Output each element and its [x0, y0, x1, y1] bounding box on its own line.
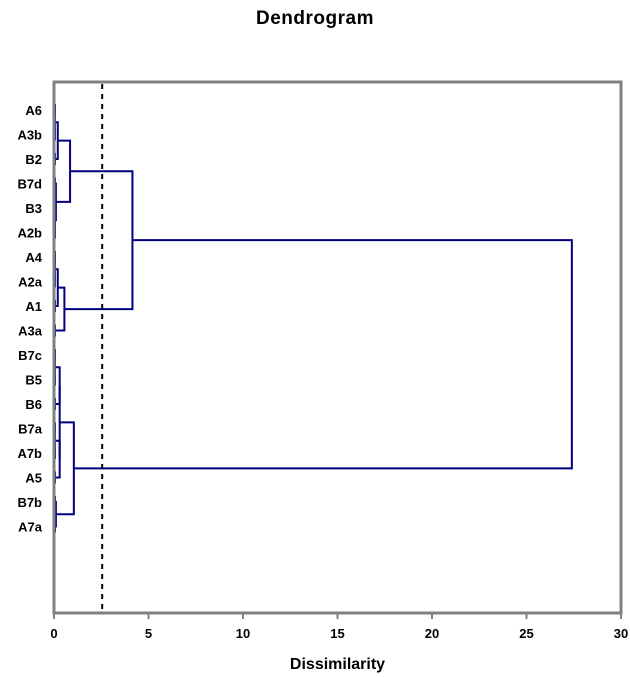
leaf-label-a1: A1	[25, 299, 42, 314]
leaf-label-b2: B2	[25, 152, 42, 167]
x-tick-label: 10	[236, 626, 250, 641]
leaf-label-a2a: A2a	[18, 275, 43, 290]
leaf-label-a5: A5	[25, 471, 42, 486]
leaf-label-b7a: B7a	[18, 422, 43, 437]
dendrogram-link	[64, 170, 134, 311]
leaf-label-a7a: A7a	[18, 520, 43, 535]
leaf-label-b3: B3	[25, 201, 42, 216]
x-axis-label: Dissimilarity	[289, 656, 386, 673]
leaf-label-b6: B6	[25, 397, 42, 412]
leaf-labels: A6 A3b B2 B7d B3 A2b A4 A2a A1 A3a B7c B5 B6 B7a A7b A5…	[17, 103, 42, 535]
leaf-label-b7c: B7c	[18, 348, 42, 363]
x-axis: 0 5 10 15 20 25 30	[50, 613, 628, 641]
leaf-label-b7b: B7b	[17, 495, 42, 510]
dendrogram-link	[73, 239, 573, 470]
leaf-label-a4: A4	[25, 250, 42, 265]
dendrogram-links	[53, 104, 573, 533]
x-tick-label: 30	[614, 626, 628, 641]
x-tick-label: 15	[330, 626, 344, 641]
dendrogram-link	[55, 421, 75, 516]
leaf-label-b5: B5	[25, 373, 42, 388]
leaf-label-a7b: A7b	[17, 446, 42, 461]
leaf-label-a6: A6	[25, 103, 42, 118]
chart-title: Dendrogram	[256, 8, 374, 29]
x-tick-label: 5	[145, 626, 152, 641]
x-tick-label: 20	[425, 626, 439, 641]
leaf-label-b7d: B7d	[17, 177, 42, 192]
plot-frame	[52, 80, 623, 615]
leaf-label-a2b: A2b	[17, 226, 42, 241]
leaf-label-a3b: A3b	[17, 128, 42, 143]
leaf-label-a3a: A3a	[18, 324, 43, 339]
x-tick-label: 25	[519, 626, 533, 641]
x-tick-label: 0	[50, 626, 57, 641]
